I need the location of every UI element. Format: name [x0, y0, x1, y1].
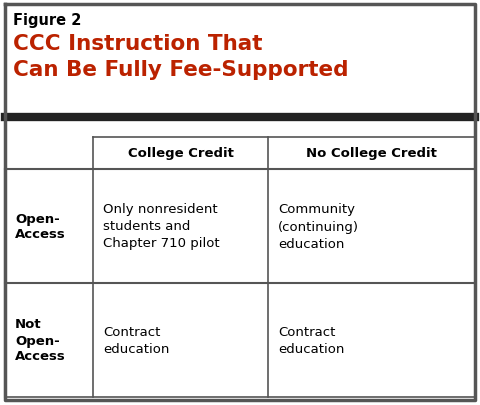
Text: CCC Instruction That: CCC Instruction That [13, 34, 263, 54]
Text: Can Be Fully Fee-Supported: Can Be Fully Fee-Supported [13, 60, 348, 80]
Text: Contract
education: Contract education [103, 325, 169, 355]
Text: College Credit: College Credit [128, 147, 233, 160]
Text: Figure 2: Figure 2 [13, 13, 82, 28]
Text: Community
(continuing)
education: Community (continuing) education [278, 203, 359, 250]
Text: Not
Open-
Access: Not Open- Access [15, 318, 66, 362]
Text: No College Credit: No College Credit [306, 147, 437, 160]
Text: Open-
Access: Open- Access [15, 212, 66, 241]
Text: Contract
education: Contract education [278, 325, 344, 355]
Text: Only nonresident
students and
Chapter 710 pilot: Only nonresident students and Chapter 71… [103, 203, 220, 250]
